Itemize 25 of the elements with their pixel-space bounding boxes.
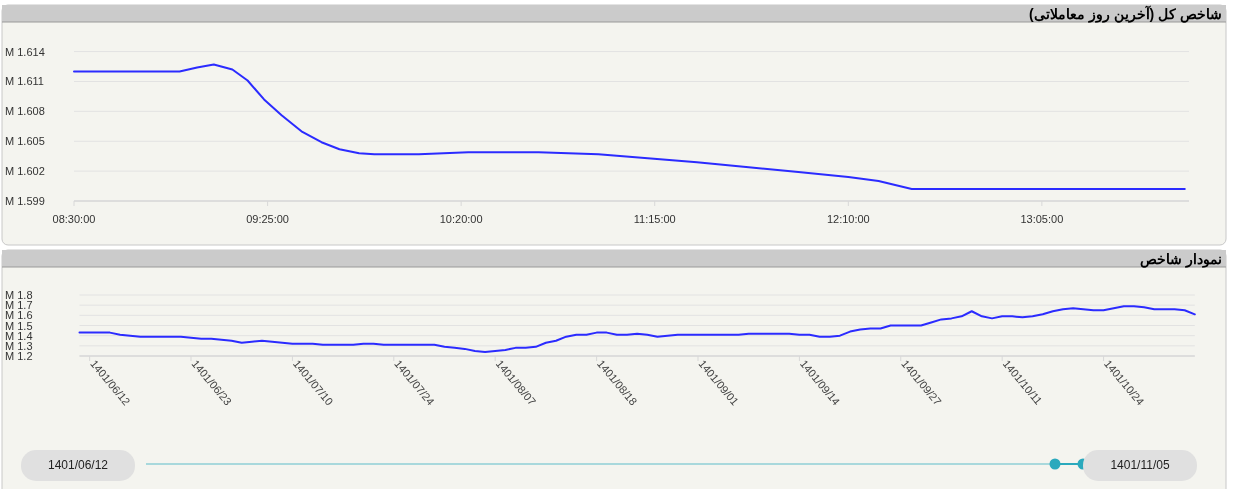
chart-title: شاخص کل (آخرین روز معاملاتی) bbox=[1029, 5, 1222, 23]
x-tick-label: 11:15:00 bbox=[633, 213, 676, 225]
x-tick-label: 12:10:00 bbox=[826, 213, 870, 225]
x-tick-label: 08:30:00 bbox=[52, 213, 96, 225]
y-tick-label: 1.4 M bbox=[5, 329, 33, 342]
x-tick-label: 13:05:00 bbox=[1020, 213, 1064, 225]
y-tick-label: 1.602 M bbox=[5, 165, 45, 178]
line-series bbox=[73, 63, 1186, 191]
chart-title: نمودار شاخص bbox=[1140, 251, 1222, 268]
y-tick-label: 1.5 M bbox=[5, 319, 33, 332]
line-series bbox=[78, 305, 1196, 353]
y-tick-label: 1.608 M bbox=[5, 105, 45, 118]
x-tick-label: 10:20:00 bbox=[439, 213, 483, 225]
y-tick-label: 1.2 M bbox=[5, 350, 33, 362]
y-tick-label: 1.3 M bbox=[5, 339, 33, 352]
text: 1401/11/05 bbox=[1110, 458, 1170, 472]
y-tick-label: 1.6 M bbox=[5, 309, 33, 322]
x-tick-label: 09:25:00 bbox=[246, 213, 289, 225]
y-tick-label: 1.614 M bbox=[5, 45, 45, 58]
y-tick-label: 1.7 M bbox=[5, 299, 33, 312]
y-tick-label: 1.8 M bbox=[5, 289, 33, 301]
text: 1401/06/12 bbox=[47, 458, 109, 472]
y-tick-label: 1.599 M bbox=[5, 195, 45, 207]
y-tick-label: 1.605 M bbox=[5, 135, 45, 148]
y-tick-label: 1.611 M bbox=[5, 75, 44, 88]
